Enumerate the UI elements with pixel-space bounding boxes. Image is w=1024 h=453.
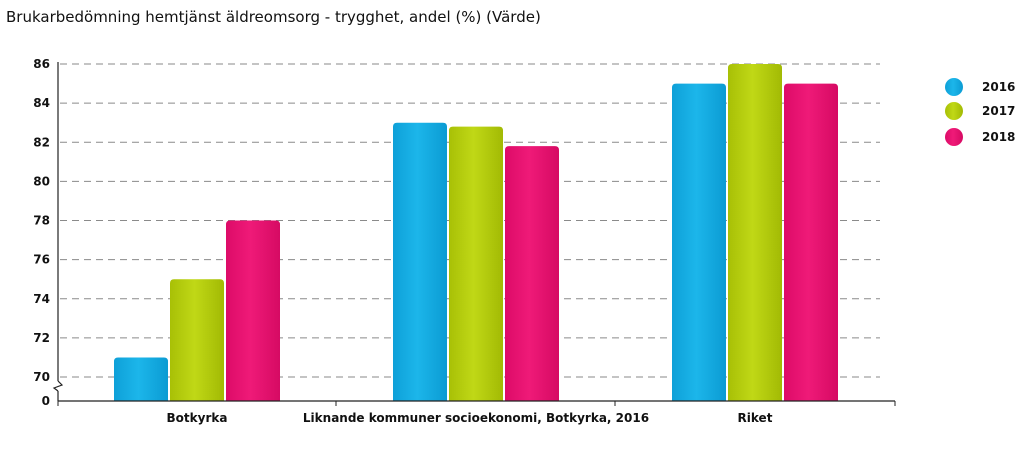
- legend-label-2017: 2017: [982, 104, 1015, 118]
- chart-title: Brukarbedömning hemtjänst äldreomsorg - …: [6, 8, 541, 26]
- bar-botkyrka-2017: [170, 279, 224, 401]
- y-tick-label-82: 82: [33, 135, 50, 149]
- y-tick-label-78: 78: [33, 214, 50, 228]
- x-category-label-2: Riket: [738, 411, 773, 425]
- y-tick-label-84: 84: [33, 96, 50, 110]
- bar-liknande-kommuner-socioekonomi-2017: [449, 126, 503, 401]
- x-category-label-1: Liknande kommuner socioekonomi, Botkyrka…: [303, 411, 649, 425]
- y-tick-label-72: 72: [33, 331, 50, 345]
- legend-marker-2018: [945, 128, 963, 146]
- bar-botkyrka-2016: [114, 357, 168, 401]
- y-tick-label-80: 80: [33, 174, 50, 188]
- y-tick-label-zero: 0: [42, 394, 50, 408]
- y-tick-label-76: 76: [33, 253, 50, 267]
- bar-botkyrka-2018: [226, 220, 280, 401]
- bar-riket-2017: [728, 64, 782, 401]
- legend-marker-2017: [945, 102, 963, 120]
- x-category-label-0: Botkyrka: [167, 411, 228, 425]
- bar-liknande-kommuner-socioekonomi-2016: [393, 122, 447, 401]
- y-tick-label-86: 86: [33, 57, 50, 71]
- legend-marker-2016: [945, 78, 963, 96]
- y-axis-break: [52, 380, 64, 392]
- legend-label-2018: 2018: [982, 130, 1015, 144]
- bar-riket-2016: [672, 83, 726, 401]
- bar-liknande-kommuner-socioekonomi-2018: [505, 146, 559, 401]
- y-tick-label-70: 70: [33, 370, 50, 384]
- legend-label-2016: 2016: [982, 80, 1015, 94]
- bar-riket-2018: [784, 83, 838, 401]
- y-tick-label-74: 74: [33, 292, 50, 306]
